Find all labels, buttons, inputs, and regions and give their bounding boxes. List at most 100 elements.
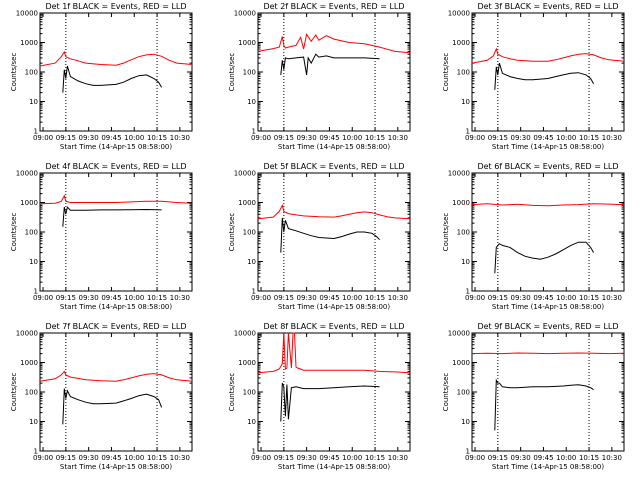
x-tick-label: 09:30 — [79, 454, 99, 462]
x-tick-label: 10:00 — [124, 134, 144, 142]
y-tick-label: 10000 — [16, 330, 38, 338]
lld-rate-line — [471, 352, 625, 355]
y-tick-label: 100 — [25, 389, 38, 397]
x-tick-label: 09:45 — [101, 134, 121, 142]
x-tick-label: 09:15 — [488, 294, 508, 302]
y-tick-label: 10000 — [234, 330, 256, 338]
x-tick-label: 10:00 — [124, 294, 144, 302]
x-tick-label: 09:00 — [251, 294, 271, 302]
x-tick-label: 09:15 — [274, 134, 294, 142]
x-tick-label: 10:15 — [579, 454, 599, 462]
y-tick-label: 1000 — [238, 199, 256, 207]
y-tick-label: 1 — [34, 128, 38, 136]
x-tick-label: 09:30 — [511, 454, 531, 462]
x-tick-label: 09:00 — [465, 134, 485, 142]
x-tick-label: 10:15 — [365, 294, 385, 302]
x-tick-label: 10:00 — [342, 134, 362, 142]
y-tick-label: 10 — [247, 258, 256, 266]
y-tick-label: 1 — [34, 288, 38, 296]
x-axis-label: Start Time (14-Apr-15 08:58:00) — [278, 463, 390, 471]
x-tick-label: 09:45 — [101, 294, 121, 302]
detector-panel-9: Det 9f BLACK = Events, RED = LLD 1 10 100 10… — [442, 322, 625, 471]
y-tick-label: 100 — [457, 229, 470, 237]
y-tick-label: 100 — [25, 229, 38, 237]
y-tick-label: 10000 — [448, 170, 470, 178]
x-tick-label: 09:15 — [488, 134, 508, 142]
x-tick-label: 10:30 — [602, 134, 622, 142]
detector-panel-8: Det 8f BLACK = Events, RED = LLD 1 10 100 10… — [228, 322, 411, 471]
x-tick-label: 10:00 — [556, 294, 576, 302]
x-tick-label: 09:00 — [251, 454, 271, 462]
x-tick-label: 09:30 — [297, 134, 317, 142]
x-tick-label: 10:00 — [342, 294, 362, 302]
y-tick-label: 10 — [247, 98, 256, 106]
event-rate-line — [62, 388, 163, 425]
y-tick-label: 100 — [457, 389, 470, 397]
plot-frame — [39, 332, 193, 452]
y-axis-label: Counts/sec — [10, 213, 18, 252]
x-tick-label: 10:00 — [124, 454, 144, 462]
x-tick-label: 10:30 — [388, 134, 408, 142]
x-axis-label: Start Time (14-Apr-15 08:58:00) — [492, 143, 604, 151]
y-tick-label: 1 — [252, 288, 256, 296]
x-tick-label: 10:15 — [365, 134, 385, 142]
detector-panel-2: Det 2f BLACK = Events, RED = LLD 1 10 100 10… — [228, 2, 411, 151]
x-tick-label: 10:30 — [388, 294, 408, 302]
y-axis-label: Counts/sec — [228, 373, 236, 412]
plot-frame — [257, 172, 411, 292]
y-tick-label: 1000 — [20, 359, 38, 367]
x-tick-label: 09:15 — [488, 454, 508, 462]
x-tick-label: 09:00 — [33, 454, 53, 462]
x-tick-label: 09:15 — [56, 134, 76, 142]
y-tick-label: 10 — [29, 418, 38, 426]
x-tick-label: 09:15 — [274, 454, 294, 462]
y-tick-label: 10 — [247, 418, 256, 426]
x-axis-label: Start Time (14-Apr-15 08:58:00) — [60, 303, 172, 311]
plot-frame — [39, 12, 193, 132]
event-rate-line — [280, 382, 380, 422]
x-tick-label: 10:00 — [556, 134, 576, 142]
plot-frame — [471, 172, 625, 292]
x-axis-label: Start Time (14-Apr-15 08:58:00) — [60, 463, 172, 471]
x-tick-label: 09:00 — [251, 134, 271, 142]
x-tick-label: 09:45 — [319, 454, 339, 462]
detector-panel-7: Det 7f BLACK = Events, RED = LLD 1 10 100 10… — [10, 322, 193, 471]
y-axis-label: Counts/sec — [10, 373, 18, 412]
plot-frame — [39, 172, 193, 292]
event-rate-line — [280, 53, 380, 75]
y-tick-label: 10000 — [16, 170, 38, 178]
y-tick-label: 1000 — [238, 39, 256, 47]
x-tick-label: 09:45 — [319, 134, 339, 142]
event-rate-line — [494, 378, 594, 431]
panel-title: Det 9f BLACK = Events, RED = LLD — [477, 322, 618, 331]
plot-frame — [471, 332, 625, 452]
y-tick-label: 100 — [243, 229, 256, 237]
y-tick-label: 1 — [34, 448, 38, 456]
y-tick-label: 1 — [466, 128, 470, 136]
x-tick-label: 10:15 — [579, 294, 599, 302]
y-tick-label: 1000 — [452, 39, 470, 47]
x-tick-label: 09:45 — [533, 134, 553, 142]
y-tick-label: 1 — [252, 128, 256, 136]
y-tick-label: 10 — [461, 258, 470, 266]
x-tick-label: 09:00 — [33, 134, 53, 142]
x-tick-label: 10:00 — [342, 454, 362, 462]
detector-panel-1: Det 1f BLACK = Events, RED = LLD 1 10 100 10… — [10, 2, 193, 151]
panel-title: Det 5f BLACK = Events, RED = LLD — [263, 162, 404, 171]
x-tick-label: 09:30 — [297, 454, 317, 462]
x-tick-label: 09:30 — [511, 294, 531, 302]
x-tick-label: 09:30 — [79, 294, 99, 302]
x-tick-label: 09:00 — [465, 294, 485, 302]
x-axis-label: Start Time (14-Apr-15 08:58:00) — [492, 463, 604, 471]
lld-rate-line — [471, 47, 625, 64]
detector-panel-4: Det 4f BLACK = Events, RED = LLD 1 10 100 10… — [10, 162, 193, 311]
y-axis-label: Counts/sec — [442, 213, 450, 252]
x-tick-label: 09:45 — [101, 454, 121, 462]
x-tick-label: 09:15 — [274, 294, 294, 302]
x-axis-label: Start Time (14-Apr-15 08:58:00) — [492, 303, 604, 311]
detector-panel-3: Det 3f BLACK = Events, RED = LLD 1 10 100 10… — [442, 2, 625, 151]
panel-title: Det 7f BLACK = Events, RED = LLD — [45, 322, 186, 331]
y-axis-label: Counts/sec — [442, 53, 450, 92]
